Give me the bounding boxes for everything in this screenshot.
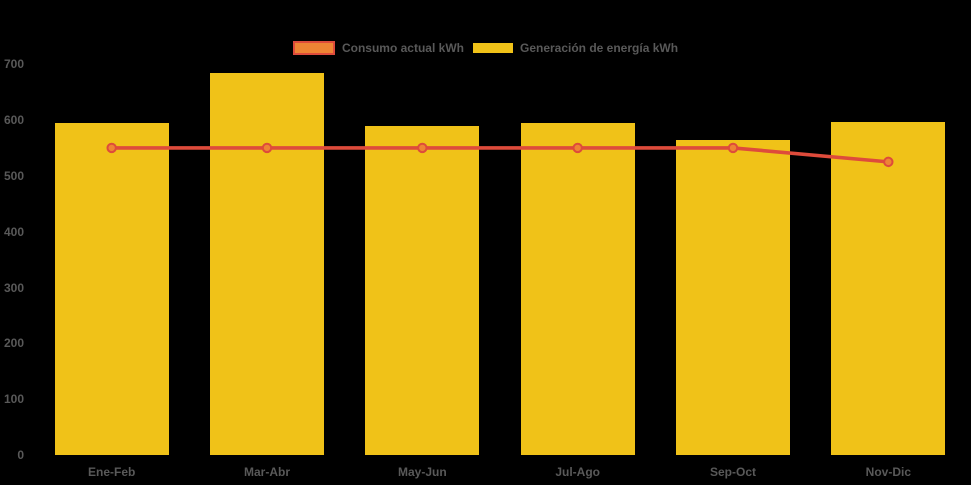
bar-generacion: [54, 122, 169, 455]
y-axis-tick-label: 400: [3, 224, 24, 239]
y-axis-tick-label: 0: [17, 448, 24, 462]
bar-series-swatch-icon: [472, 43, 513, 53]
x-axis-tick-label: May-Jun: [397, 465, 447, 479]
y-axis-tick-label: 300: [3, 280, 24, 295]
y-axis-tick-label: 600: [3, 113, 24, 127]
legend-label: Consumo actual kWh: [341, 41, 464, 55]
y-axis-tick-label: 200: [3, 336, 24, 351]
bar-generacion: [365, 125, 480, 455]
line-series-swatch-icon: [292, 41, 335, 55]
bar-generacion: [676, 139, 790, 455]
chart-legend: Consumo actual kWh Generación de energía …: [0, 39, 971, 57]
x-axis-tick-label: Nov-Dic: [865, 465, 911, 479]
bar-generacion: [831, 121, 946, 455]
y-axis-tick-label: 100: [3, 392, 24, 407]
y-axis-tick-label: 700: [3, 57, 24, 72]
x-axis-tick-label: Sep-Oct: [709, 465, 756, 479]
x-axis-tick-label: Jul-Ago: [555, 465, 600, 479]
bar-generacion: [210, 72, 324, 455]
y-axis-tick-label: 500: [3, 168, 24, 183]
legend-label: Generación de energía kWh: [519, 41, 679, 55]
x-axis-tick-label: Mar-Abr: [243, 465, 290, 479]
bar-generacion: [520, 122, 635, 455]
legend-item-generacion[interactable]: Generación de energía kWh: [472, 41, 679, 55]
legend-item-consumo[interactable]: Consumo actual kWh: [292, 41, 464, 55]
x-axis-tick-label: Ene-Feb: [87, 465, 136, 479]
